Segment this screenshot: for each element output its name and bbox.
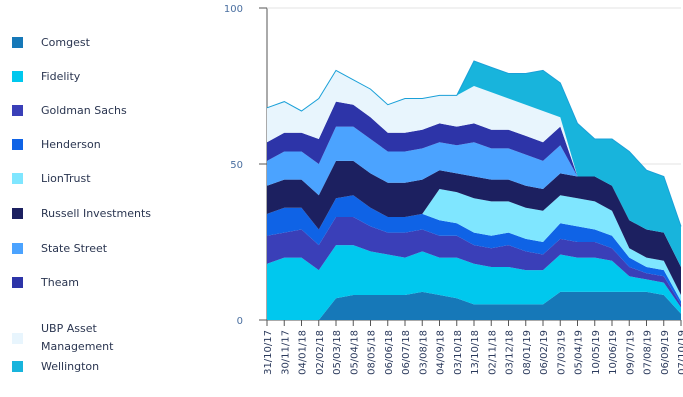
x-tick-label: 13/10/18 xyxy=(470,330,481,375)
x-tick-label: 06/02/19 xyxy=(539,330,550,375)
x-tick-label: 08/01/19 xyxy=(522,330,533,375)
x-tick-label: 10/05/19 xyxy=(591,330,602,375)
y-tick-label: 0 xyxy=(237,316,243,327)
x-tick-label: 08/05/18 xyxy=(367,330,378,375)
x-tick-label: 07/03/19 xyxy=(556,330,567,375)
y-tick-label: 100 xyxy=(224,4,243,15)
x-tick-label: 09/07/19 xyxy=(625,330,636,375)
x-tick-label: 06/07/18 xyxy=(401,330,412,375)
x-tick-label: 04/09/18 xyxy=(436,330,447,375)
x-tick-label: 06/06/18 xyxy=(384,330,395,375)
x-tick-label: 10/06/19 xyxy=(608,330,619,375)
x-tick-label: 02/11/18 xyxy=(487,330,498,375)
x-tick-label: 05/04/18 xyxy=(349,330,360,375)
y-tick-label: 50 xyxy=(230,160,243,171)
x-tick-label: 07/08/19 xyxy=(643,330,654,375)
x-tick-label: 05/04/19 xyxy=(574,330,585,375)
x-tick-label: 05/03/18 xyxy=(332,330,343,375)
x-tick-label: 03/10/18 xyxy=(453,330,464,375)
x-tick-label: 03/12/18 xyxy=(505,330,516,375)
x-tick-label: 07/10/19 xyxy=(677,330,683,375)
x-tick-label: 30/11/17 xyxy=(280,330,291,375)
x-tick-label: 04/01/18 xyxy=(298,330,309,375)
x-tick-label: 03/08/18 xyxy=(418,330,429,375)
x-tick-label: 06/09/19 xyxy=(660,330,671,375)
x-tick-label: 31/10/17 xyxy=(263,330,274,375)
x-tick-label: 02/02/18 xyxy=(315,330,326,375)
